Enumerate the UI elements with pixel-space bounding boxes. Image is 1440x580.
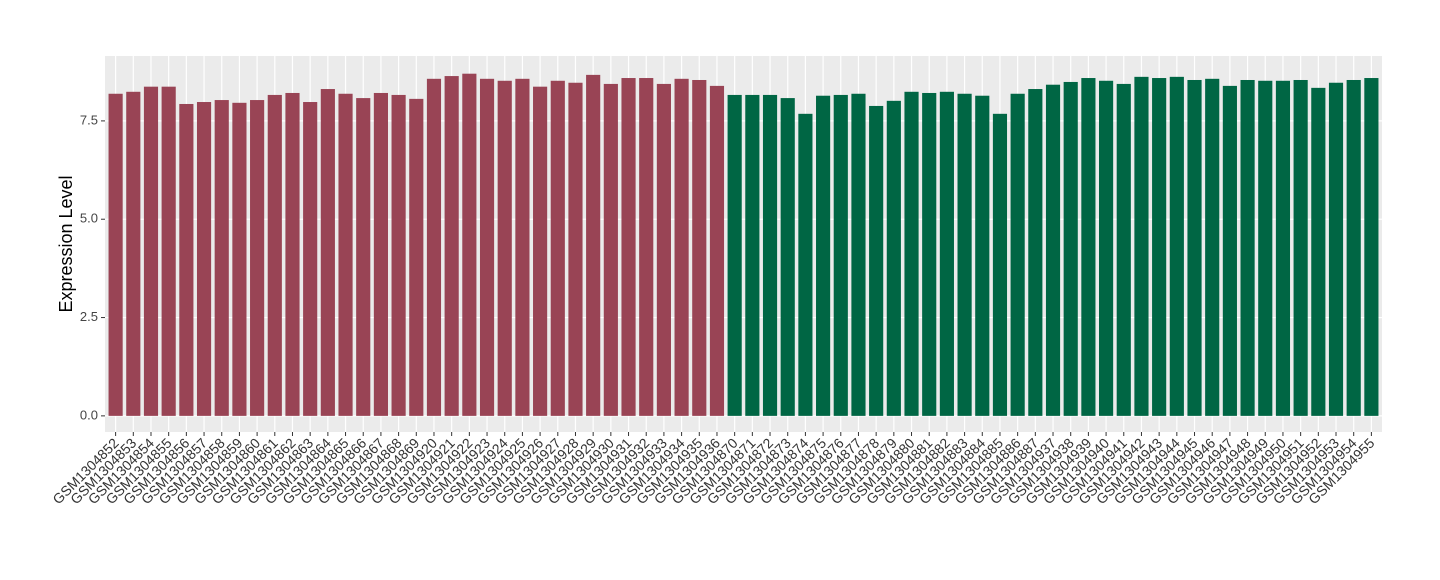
y-tick-label: 7.5 [80, 112, 98, 127]
bar [603, 83, 618, 416]
bar [515, 78, 530, 416]
bar [727, 94, 742, 416]
bar [1205, 78, 1220, 416]
bar [639, 78, 654, 416]
plot-background [105, 56, 1382, 432]
bar [745, 94, 760, 416]
bar [1240, 79, 1255, 416]
bar [586, 74, 601, 416]
bar [886, 100, 901, 416]
y-tick-label: 5.0 [80, 211, 98, 226]
bar [692, 79, 707, 416]
bar [798, 113, 813, 416]
bar [851, 93, 866, 416]
bar [1364, 78, 1379, 416]
bar [444, 76, 459, 416]
bar [1169, 76, 1184, 416]
bar [762, 94, 778, 416]
bar [108, 93, 123, 416]
bar [179, 103, 194, 416]
bar [833, 94, 848, 416]
bar [1045, 84, 1061, 416]
bar [214, 100, 229, 416]
bar [568, 82, 583, 416]
bar [373, 92, 388, 416]
bar [550, 80, 565, 416]
bar [904, 91, 919, 416]
bar [1152, 78, 1167, 416]
bar [267, 94, 282, 416]
bar [356, 98, 371, 416]
bar [479, 78, 495, 416]
bar [320, 89, 335, 416]
bar [126, 91, 141, 416]
bar [391, 94, 406, 416]
y-tick-label: 2.5 [80, 309, 98, 324]
bar [1293, 79, 1308, 416]
bar [1116, 83, 1131, 416]
bar [939, 91, 954, 416]
bar [143, 86, 159, 416]
bar [232, 102, 247, 416]
bar [621, 78, 636, 416]
bar [869, 105, 884, 416]
bar [1134, 76, 1149, 416]
bar [780, 98, 795, 416]
bar [957, 93, 972, 416]
bar [816, 95, 831, 416]
bar [497, 80, 512, 416]
bar [250, 100, 265, 416]
bar [1222, 85, 1237, 416]
bar [1311, 87, 1326, 416]
bar [462, 73, 477, 416]
bar [338, 93, 353, 416]
bar [426, 78, 442, 416]
bar [922, 92, 937, 416]
bar [1258, 80, 1273, 416]
bar [196, 102, 212, 416]
bar [161, 86, 176, 416]
bar [656, 83, 671, 416]
bar [409, 98, 424, 416]
bar [1346, 79, 1361, 416]
bar [303, 102, 318, 416]
bar [1328, 82, 1344, 416]
bar [1028, 89, 1043, 416]
bar [992, 113, 1008, 416]
bar [1099, 80, 1114, 416]
y-tick-label: 0.0 [80, 407, 98, 422]
y-axis-title: Expression Level [56, 175, 76, 312]
bar [1063, 81, 1078, 416]
bar [709, 85, 725, 416]
bar [674, 78, 689, 416]
bar [1187, 79, 1202, 416]
bar [1275, 80, 1291, 416]
bar [1081, 78, 1096, 416]
bar [533, 86, 548, 416]
bar [1010, 93, 1025, 416]
bar [975, 95, 990, 416]
bar [285, 92, 300, 416]
